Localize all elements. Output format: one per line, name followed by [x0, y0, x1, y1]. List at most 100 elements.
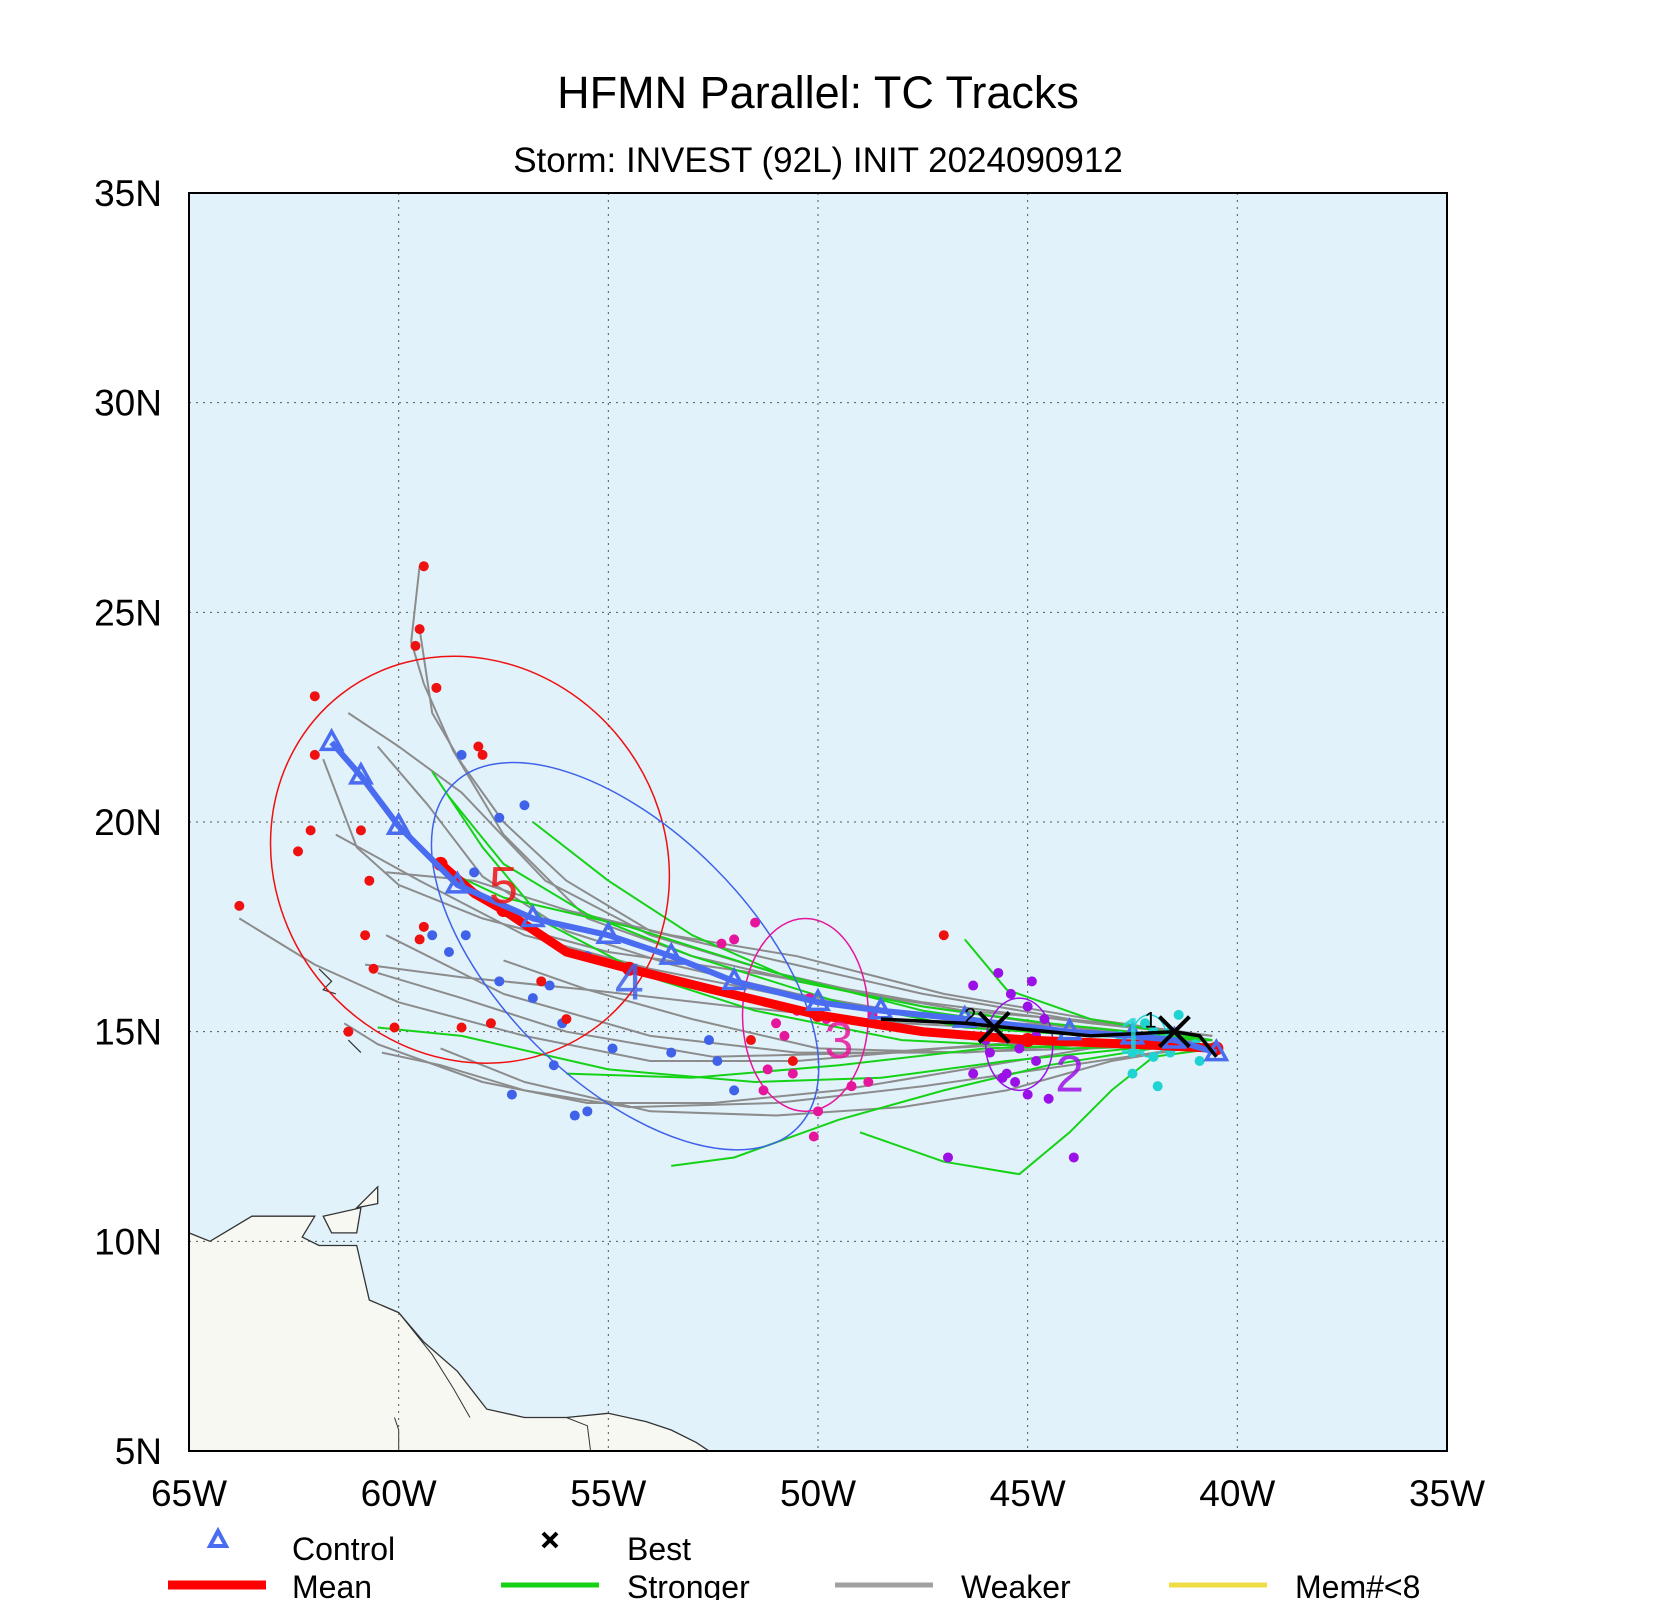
day5-position-point	[309, 749, 320, 760]
control-track-triangle	[867, 996, 894, 1020]
day5-position-point	[456, 1022, 467, 1033]
weaker-member-track	[410, 566, 1213, 1037]
day4-position-point	[544, 980, 555, 991]
day4-position-point	[712, 1056, 723, 1067]
x-tick-label: 45W	[990, 1473, 1066, 1514]
legend-weaker-label: Weaker	[961, 1569, 1071, 1600]
day5-position-point	[477, 749, 488, 760]
day3-position-point	[729, 934, 740, 945]
island-coastline	[322, 1206, 362, 1234]
control-track-triangle	[318, 727, 345, 752]
weaker-member-track	[386, 871, 1213, 1037]
day5-position-point	[293, 846, 304, 857]
day2-position-point	[1014, 1043, 1025, 1054]
best-track-x	[1158, 1015, 1191, 1049]
best-track-day-label: 1	[1144, 1008, 1156, 1033]
chart-subtitle: Storm: INVEST (92L) INIT 2024090912	[513, 141, 1123, 180]
day2-position-point	[1039, 1014, 1050, 1025]
day4-position-point	[582, 1106, 593, 1117]
country-border	[394, 1417, 400, 1451]
weaker-member-track	[343, 1022, 1213, 1104]
legend-mem-label: Mem#<8	[1295, 1569, 1420, 1600]
day4-position-point	[494, 976, 505, 987]
x-tick-label: 55W	[570, 1473, 646, 1514]
day5-position-point	[364, 875, 375, 886]
day1-position-point	[1152, 1081, 1163, 1092]
day5-position-point	[473, 741, 484, 752]
control-track-triangle	[805, 987, 831, 1012]
x-tick-label: 65W	[151, 1473, 227, 1514]
day4-position-point	[548, 1060, 559, 1071]
day3-position-point	[863, 1076, 874, 1087]
martinique-coastline	[347, 1039, 362, 1054]
day5-position-point	[938, 930, 949, 941]
day2-position-point	[1022, 1001, 1033, 1012]
day3-position-point	[846, 1081, 857, 1092]
day2-position-point	[1026, 976, 1037, 987]
day2-position-point	[1068, 1152, 1079, 1163]
day2-position-point	[942, 1152, 953, 1163]
legend-best-x	[541, 1531, 559, 1549]
day3-position-point	[779, 1030, 790, 1041]
weaker-member-track	[322, 758, 1213, 1037]
south-america-land	[189, 1216, 709, 1451]
legend: Control Best Mean Stronger Weaker Mem#<8	[168, 1526, 1420, 1600]
day5-position-point	[343, 1026, 354, 1037]
day3-position-point	[787, 1068, 798, 1079]
weaker-member-track	[418, 628, 1213, 1037]
best-track-day-label: 2	[964, 1003, 976, 1028]
control-track-triangle	[951, 1004, 978, 1028]
day4-position-point	[443, 946, 454, 957]
island-coastline	[354, 1185, 379, 1209]
day5-position-point	[414, 934, 425, 945]
day5-position-point	[355, 825, 366, 836]
plot-frame	[188, 192, 1448, 1452]
day4-position-point	[427, 930, 438, 941]
day2-position-point	[1005, 988, 1016, 999]
day2-position-point	[1022, 1089, 1033, 1100]
day5-position-point	[368, 963, 379, 974]
day2-position-point	[1043, 1093, 1054, 1104]
y-tick-label: 35N	[94, 173, 162, 214]
day5-position-point	[305, 825, 316, 836]
control-track-triangle	[519, 903, 546, 928]
ocean-background	[189, 193, 1447, 1451]
day5-position-point	[389, 1022, 400, 1033]
best-track	[880, 1017, 1218, 1058]
y-tick-label: 25N	[94, 592, 162, 633]
day5-position-point	[234, 900, 245, 911]
day3-position-point	[750, 917, 761, 928]
legend-mean-label: Mean	[292, 1569, 372, 1600]
mean-track-point	[1020, 1033, 1035, 1048]
day4-position-point	[456, 749, 467, 760]
best-track-x	[977, 1011, 1011, 1044]
day5-position-point	[745, 1035, 756, 1046]
day3-position-point	[771, 1018, 782, 1029]
day5-position-point	[414, 624, 425, 635]
day1-position-point	[1140, 1018, 1151, 1029]
legend-stronger-label: Stronger	[627, 1569, 750, 1600]
country-border	[566, 1417, 592, 1451]
axis-layer: 65W 60W 55W 50W 45W 40W 35W35N30N25N20N15N10N5…	[94, 173, 1485, 1514]
mean-track-point	[811, 1007, 825, 1022]
control-track-triangle	[444, 870, 471, 894]
day4-position-point	[460, 930, 471, 941]
forecast-day-label: 4	[615, 953, 644, 1011]
legend-control-triangle	[206, 1526, 230, 1548]
south-america-coastline	[189, 1215, 711, 1451]
forecast-day-label: 2	[1055, 1046, 1084, 1104]
day4-position-point	[527, 993, 538, 1004]
day2-position-point	[984, 1047, 995, 1058]
x-tick-label: 50W	[780, 1473, 856, 1514]
y-tick-label: 15N	[94, 1012, 162, 1053]
y-tick-label: 5N	[115, 1431, 162, 1472]
forecast-day-label: 3	[825, 1012, 854, 1070]
control-track-triangle	[721, 966, 748, 991]
weaker-member-track	[381, 1043, 1213, 1109]
day2-position-point	[968, 980, 979, 991]
control-track-triangle	[1056, 1017, 1083, 1041]
day4-position-point	[519, 800, 530, 811]
day1-position-point	[1173, 1009, 1184, 1020]
day5-position-point	[418, 921, 429, 932]
day3-position-point	[813, 1106, 823, 1117]
